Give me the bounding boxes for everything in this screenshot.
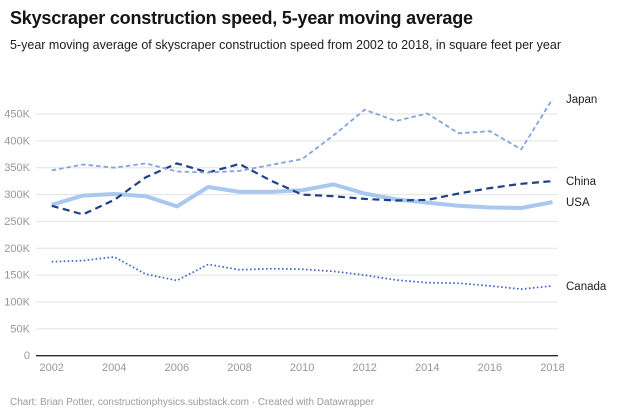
y-tick-label-400K: 400K [4, 135, 30, 147]
chart-subtitle: 5-year moving average of skyscraper cons… [10, 37, 561, 52]
y-tick-label-200K: 200K [4, 243, 30, 255]
series-line-canada [51, 256, 553, 290]
series-label-china: China [566, 176, 597, 188]
chart-title: Skyscraper construction speed, 5-year mo… [10, 8, 473, 28]
series-label-japan: Japan [566, 94, 597, 106]
x-tick-label-2008: 2008 [227, 362, 251, 374]
y-tick-label-300K: 300K [4, 189, 30, 201]
x-tick-label-2012: 2012 [352, 362, 376, 374]
chart-header: Skyscraper construction speed, 5-year mo… [10, 8, 610, 53]
series-label-usa: USA [566, 197, 590, 209]
x-tick-label-2018: 2018 [540, 362, 564, 374]
x-tick-label-2006: 2006 [165, 362, 189, 374]
x-tick-label-2002: 2002 [39, 362, 63, 374]
y-tick-label-0: 0 [24, 350, 30, 362]
y-tick-label-350K: 350K [4, 162, 30, 174]
y-tick-label-250K: 250K [4, 216, 30, 228]
chart-footer: Chart: Brian Potter, constructionphysics… [10, 397, 375, 408]
series-line-japan [51, 98, 554, 174]
x-tick-label-2004: 2004 [102, 362, 126, 374]
y-tick-label-50K: 50K [10, 323, 30, 335]
y-tick-label-150K: 150K [4, 270, 30, 282]
y-tick-label-450K: 450K [4, 109, 30, 121]
x-tick-label-2010: 2010 [290, 362, 314, 374]
series-line-china [51, 162, 553, 216]
series-label-canada: Canada [566, 281, 607, 293]
series-line-usa [51, 182, 553, 210]
x-tick-label-2016: 2016 [478, 362, 502, 374]
x-tick-label-2014: 2014 [415, 362, 439, 374]
line-chart: 0 50K 100K 150K 200K 250K 300K 350K 400K 450K 2002… [4, 94, 607, 374]
y-tick-label-100K: 100K [4, 296, 30, 308]
